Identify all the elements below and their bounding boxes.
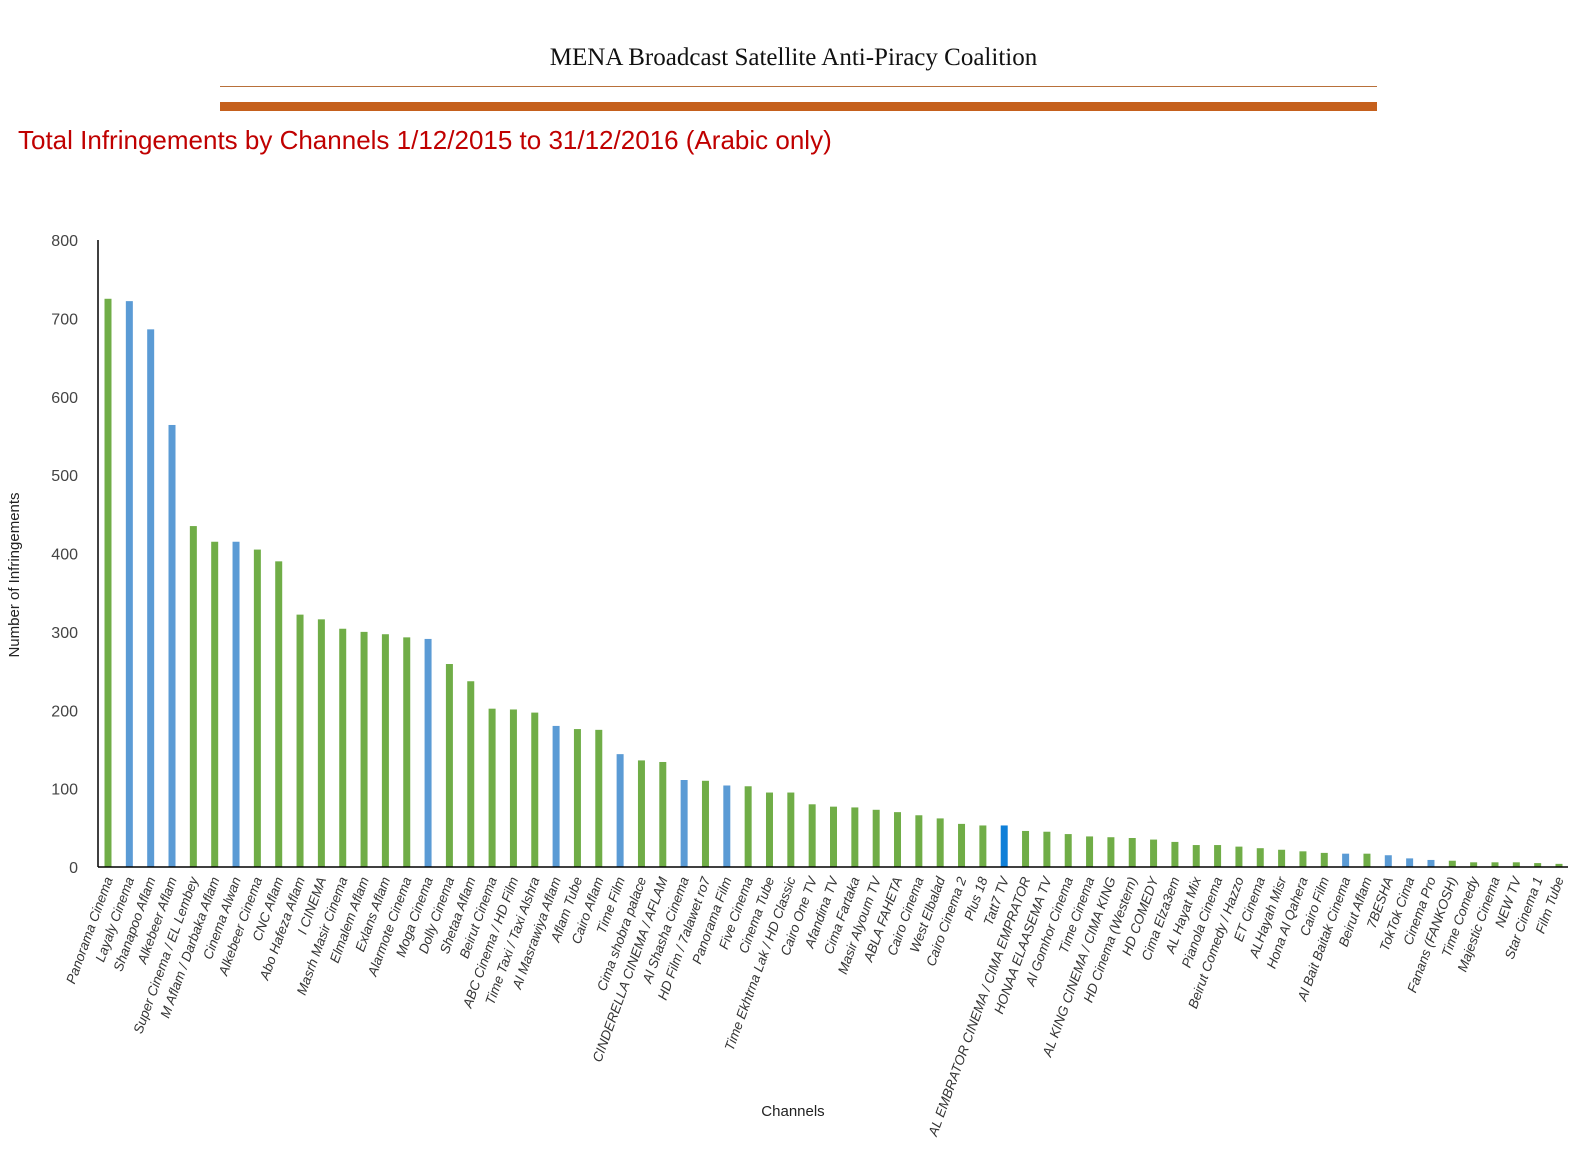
bar [1235,846,1243,867]
y-tick-label: 600 [51,390,78,407]
bar [1278,849,1286,867]
bar [339,628,347,867]
bar [147,329,155,868]
bar [637,760,645,867]
bar [168,424,176,867]
y-tick-label: 500 [51,468,78,485]
bar [1086,836,1094,867]
header-thick-rule [220,102,1377,111]
bar [1256,848,1264,867]
bar [125,301,133,867]
bar [296,614,304,867]
bar [211,541,219,867]
bar [1470,862,1478,867]
bar-series [104,298,1563,868]
bar [381,634,389,867]
y-tick-label: 400 [51,547,78,564]
bar [723,785,731,867]
bar [979,825,987,867]
bar [573,729,581,867]
bar [1043,831,1051,867]
bar [936,818,944,867]
y-axis-label: Number of Infringements [6,492,23,657]
bar [531,712,539,867]
bar [616,754,624,867]
y-tick-label: 800 [51,233,78,250]
bar [894,812,902,867]
bar [1427,859,1435,867]
bar [1406,858,1414,867]
bar [1150,839,1158,867]
bar [808,804,816,867]
y-axis-ticks: 0 100 200 300 400 500 600 700 800 [51,233,78,877]
bar [1107,837,1115,867]
bar [1064,834,1072,867]
bar [744,786,752,867]
bar [467,681,475,867]
bar [189,526,197,867]
bar [1214,845,1222,867]
bar [787,792,795,867]
bar [552,725,560,867]
bar [317,619,325,867]
x-axis-label: Channels [761,1103,824,1120]
bar [701,780,709,867]
bar [1448,860,1456,867]
bar [1299,851,1307,867]
bar [424,638,432,867]
y-tick-label: 200 [51,703,78,720]
bar [104,298,112,867]
y-tick-label: 0 [69,860,78,877]
bar [1320,852,1328,867]
page-header-title: MENA Broadcast Satellite Anti-Piracy Coa… [549,44,1038,71]
header-thin-rule [220,86,1377,87]
bar [488,708,496,867]
bar [1192,845,1200,867]
bar [1000,825,1008,867]
chart-title: Total Infringements by Channels 1/12/201… [18,125,832,155]
bar [680,780,688,867]
bar [1171,841,1179,867]
bar [1534,863,1542,867]
bar [915,815,923,867]
bar [275,561,283,867]
y-tick-label: 100 [51,782,78,799]
bar [253,549,261,867]
bar [765,792,773,867]
bar [958,823,966,867]
bar [445,664,453,867]
bar [851,807,859,867]
bar [1555,863,1563,867]
bar [1384,855,1392,867]
bar [595,729,603,867]
bar [1022,830,1030,867]
y-tick-label: 700 [51,311,78,328]
bar [403,637,411,867]
bar [1491,862,1499,867]
bar [872,809,880,867]
bar [659,761,667,867]
bar [1342,853,1350,867]
bar [232,541,240,867]
bar [1512,862,1520,867]
bar [509,709,517,867]
bar [1363,853,1371,867]
y-tick-label: 300 [51,625,78,642]
bar [830,806,837,867]
bar [360,631,368,868]
bar [1128,838,1136,867]
